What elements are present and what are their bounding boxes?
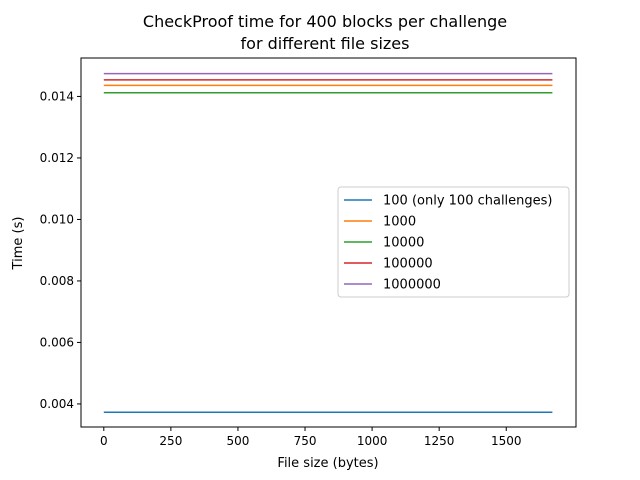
x-tick-label-4: 1000 — [357, 434, 388, 448]
y-tick-label-4: 0.012 — [40, 151, 74, 165]
y-tick-label-5: 0.014 — [40, 89, 74, 103]
y-axis-label: Time (s) — [11, 217, 26, 271]
legend-label-2: 10000 — [383, 236, 424, 251]
legend-entries: 100 (only 100 challenges) 1000 10000 100000… — [344, 194, 553, 293]
x-tick-label-3: 750 — [294, 434, 317, 448]
chart-title-line-1: CheckProof time for 400 blocks per chall… — [143, 12, 507, 31]
y-axis-ticks: 0.004 0.006 0.008 0.010 0.012 0.014 — [40, 89, 81, 411]
x-tick-label-2: 500 — [226, 434, 249, 448]
legend-label-4: 1000000 — [383, 278, 441, 293]
y-tick-label-3: 0.010 — [40, 212, 74, 226]
legend-label-0: 100 (only 100 challenges) — [383, 194, 553, 209]
x-tick-label-6: 1500 — [491, 434, 522, 448]
plot-frame — [80, 57, 577, 428]
x-axis-ticks: 0 250 500 750 1000 1250 1500 — [100, 427, 522, 448]
x-axis-label: File size (bytes) — [277, 456, 378, 471]
y-tick-label-0: 0.004 — [40, 397, 74, 411]
legend-frame — [337, 186, 570, 298]
x-tick-label-5: 1250 — [424, 434, 455, 448]
x-tick-label-1: 250 — [159, 434, 182, 448]
y-tick-label-1: 0.006 — [40, 335, 74, 349]
legend-label-3: 100000 — [383, 257, 433, 272]
x-tick-label-0: 0 — [100, 434, 108, 448]
series-layer — [103, 72, 553, 413]
legend: 100 (only 100 challenges) 1000 10000 100000… — [337, 186, 570, 298]
legend-label-1: 1000 — [383, 215, 416, 230]
y-tick-label-2: 0.008 — [40, 274, 74, 288]
chart-title-line-2: for different file sizes — [241, 34, 410, 53]
